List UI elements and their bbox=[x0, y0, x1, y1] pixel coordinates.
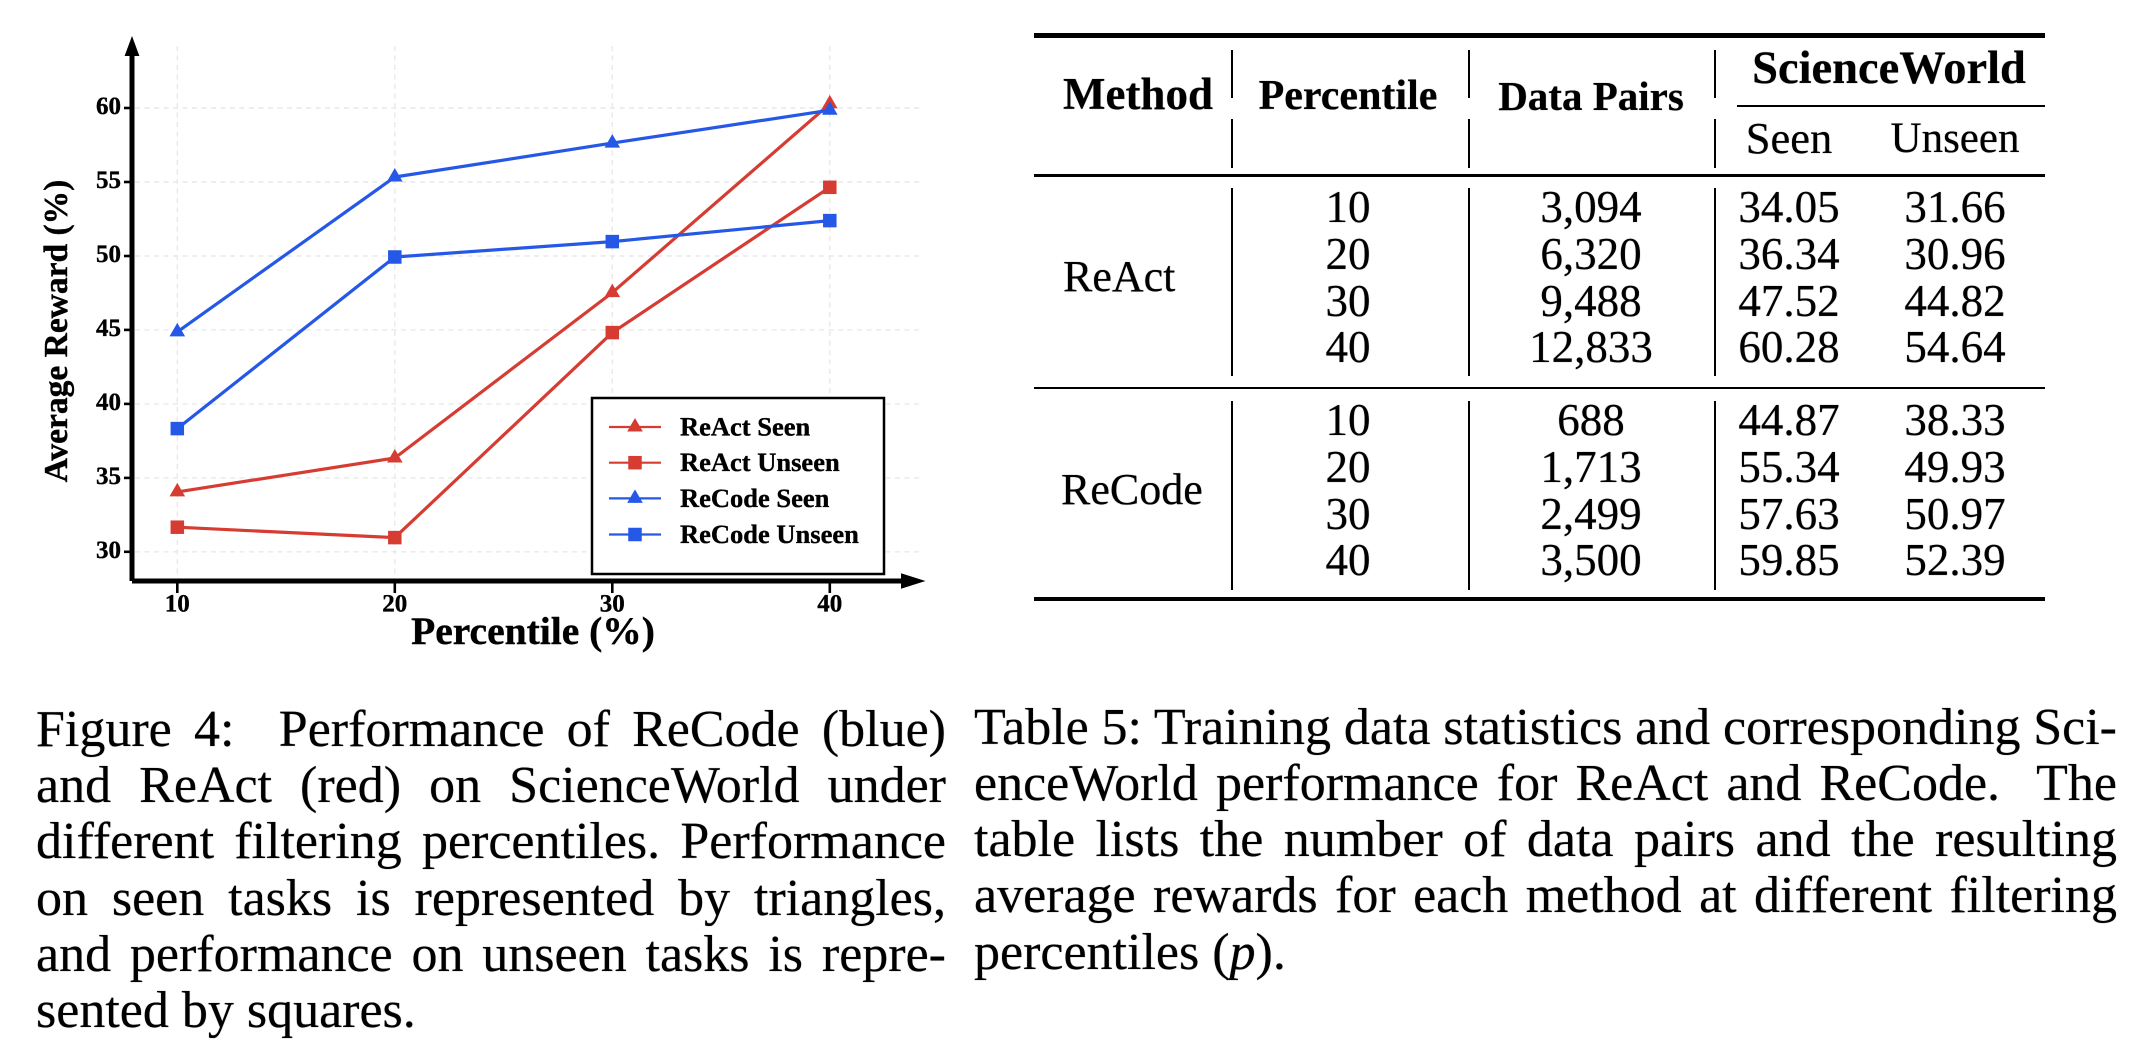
svg-text:35: 35 bbox=[96, 463, 121, 490]
svg-text:40: 40 bbox=[96, 389, 121, 416]
svg-text:10: 10 bbox=[165, 591, 190, 618]
svg-text:ReCode Unseen: ReCode Unseen bbox=[680, 519, 859, 549]
svg-text:Percentile (%): Percentile (%) bbox=[411, 609, 655, 653]
svg-text:30: 30 bbox=[600, 591, 625, 618]
svg-text:ReAct Seen: ReAct Seen bbox=[680, 412, 811, 442]
svg-text:60: 60 bbox=[96, 93, 121, 120]
svg-text:40: 40 bbox=[817, 591, 842, 618]
svg-text:20: 20 bbox=[382, 591, 407, 618]
svg-text:ReAct Unseen: ReAct Unseen bbox=[680, 447, 840, 477]
svg-text:45: 45 bbox=[96, 315, 121, 342]
svg-text:30: 30 bbox=[96, 537, 121, 564]
svg-text:Average Reward (%): Average Reward (%) bbox=[38, 180, 75, 483]
svg-text:50: 50 bbox=[96, 241, 121, 268]
svg-text:ReCode Seen: ReCode Seen bbox=[680, 483, 830, 513]
svg-text:55: 55 bbox=[96, 167, 121, 194]
